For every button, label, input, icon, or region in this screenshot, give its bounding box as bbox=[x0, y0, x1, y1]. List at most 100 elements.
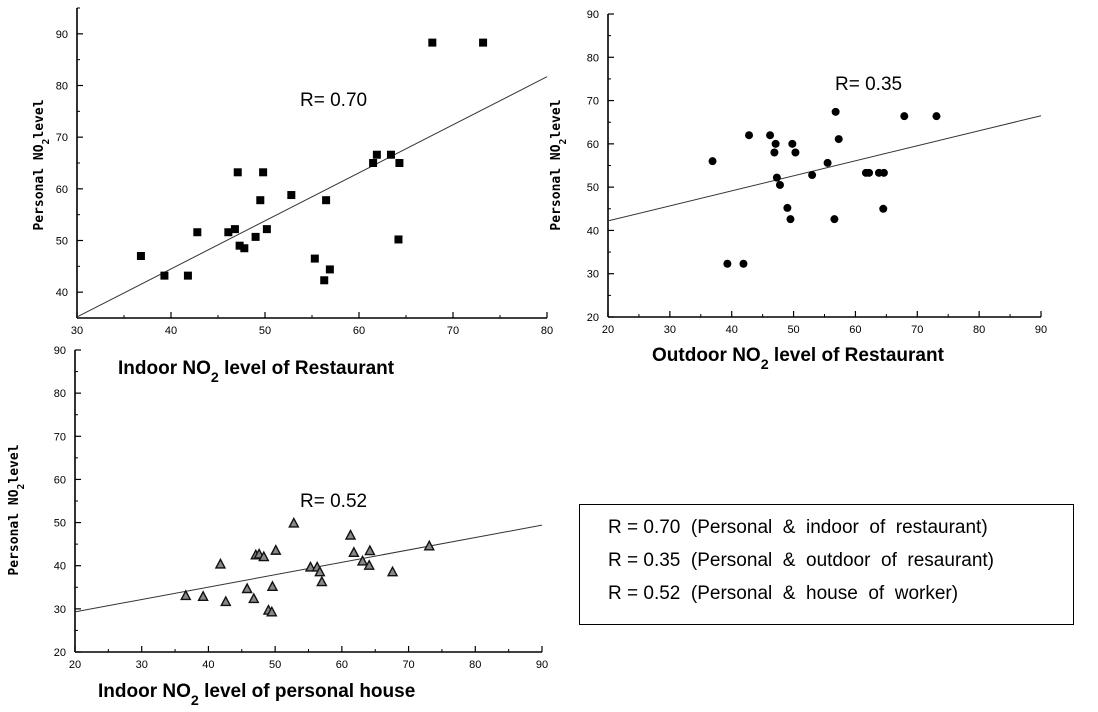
data-point-square bbox=[320, 276, 329, 285]
data-point-triangle bbox=[220, 595, 232, 607]
data-point-circle bbox=[770, 148, 779, 157]
x-tick-label: 60 bbox=[353, 325, 365, 337]
data-point-square bbox=[325, 265, 334, 274]
y-tick-label: 80 bbox=[56, 81, 68, 93]
x-tick-label: 80 bbox=[541, 325, 553, 337]
data-point-triangle bbox=[270, 544, 282, 555]
y-tick-label: 30 bbox=[54, 604, 66, 616]
legend-entry: R = 0.70 (Personal & indoor of restauran… bbox=[608, 517, 988, 538]
data-point-triangle bbox=[258, 550, 270, 562]
y-axis-title: Personal NO2level bbox=[7, 444, 27, 575]
y-axis-title: Personal NO2level bbox=[32, 99, 52, 230]
data-point-triangle bbox=[386, 565, 399, 577]
x-tick-label: 80 bbox=[469, 659, 481, 671]
data-point-triangle bbox=[288, 516, 300, 528]
y-tick-label: 60 bbox=[56, 184, 68, 196]
x-tick-label: 50 bbox=[787, 324, 799, 336]
legend-entry: R = 0.52 (Personal & house of worker) bbox=[608, 583, 959, 604]
correlation-annotation: R= 0.52 bbox=[300, 491, 367, 512]
data-point-triangle bbox=[344, 529, 357, 540]
data-point-triangle bbox=[180, 589, 192, 601]
y-tick-label: 60 bbox=[587, 139, 599, 151]
y-tick-label: 40 bbox=[587, 225, 599, 237]
data-point-square bbox=[372, 150, 381, 159]
data-point-square bbox=[322, 196, 331, 205]
x-tick-label: 40 bbox=[202, 659, 214, 671]
data-point-circle bbox=[823, 158, 832, 167]
data-point-circle bbox=[708, 157, 717, 166]
data-point-triangle bbox=[197, 590, 209, 601]
x-tick-label: 50 bbox=[259, 325, 271, 337]
data-point-square bbox=[369, 159, 378, 167]
data-point-square bbox=[262, 225, 271, 234]
y-tick-label: 80 bbox=[587, 52, 599, 64]
data-point-triangle bbox=[266, 605, 278, 617]
x-tick-label: 20 bbox=[69, 659, 81, 671]
data-point-triangle bbox=[423, 539, 435, 551]
data-point-square bbox=[259, 168, 268, 177]
data-point-circle bbox=[723, 259, 732, 268]
data-point-triangle bbox=[248, 592, 260, 604]
data-point-triangle bbox=[266, 580, 279, 592]
data-point-circle bbox=[834, 135, 843, 144]
data-point-triangle bbox=[214, 557, 227, 569]
y-tick-label: 50 bbox=[56, 236, 68, 248]
y-tick-label: 20 bbox=[587, 312, 599, 324]
data-point-circle bbox=[745, 131, 754, 140]
data-point-circle bbox=[775, 180, 784, 189]
x-tick-label: 60 bbox=[336, 659, 348, 671]
data-point-square bbox=[240, 244, 249, 253]
data-point-triangle bbox=[314, 565, 326, 577]
data-point-triangle bbox=[304, 560, 317, 572]
regression-line bbox=[76, 76, 548, 318]
x-axis-title: Outdoor NO2 level of Restaurant bbox=[652, 345, 945, 373]
data-point-circle bbox=[831, 107, 840, 116]
data-point-circle bbox=[865, 168, 874, 177]
data-point-triangle bbox=[356, 554, 369, 566]
data-point-circle bbox=[830, 215, 839, 224]
data-point-square bbox=[251, 232, 260, 241]
x-tick-label: 70 bbox=[402, 659, 414, 671]
data-point-square bbox=[256, 196, 265, 205]
data-point-circle bbox=[879, 168, 888, 177]
data-point-square bbox=[136, 252, 145, 260]
y-tick-label: 90 bbox=[54, 345, 66, 357]
data-point-square bbox=[224, 228, 233, 237]
y-tick-label: 80 bbox=[54, 388, 66, 400]
data-point-triangle bbox=[364, 544, 376, 556]
x-tick-label: 40 bbox=[165, 325, 177, 337]
data-point-circle bbox=[900, 112, 909, 121]
data-point-circle bbox=[772, 173, 781, 182]
y-tick-label: 50 bbox=[54, 518, 66, 530]
data-point-square bbox=[183, 271, 192, 280]
x-axis-title: Indoor NO2 level of Restaurant bbox=[118, 358, 395, 386]
y-tick-label: 70 bbox=[587, 96, 599, 108]
x-tick-label: 40 bbox=[726, 324, 738, 336]
y-tick-label: 30 bbox=[587, 269, 599, 281]
x-tick-label: 90 bbox=[536, 659, 548, 671]
data-point-square bbox=[233, 168, 242, 177]
correlation-annotation: R= 0.35 bbox=[835, 74, 902, 95]
x-tick-label: 70 bbox=[447, 325, 459, 337]
data-point-triangle bbox=[363, 559, 375, 570]
legend-entry: R = 0.35 (Personal & outdoor of resauran… bbox=[608, 550, 995, 571]
data-point-triangle bbox=[348, 546, 360, 557]
data-point-square bbox=[479, 38, 488, 47]
y-tick-label: 40 bbox=[56, 287, 68, 299]
x-tick-label: 60 bbox=[849, 324, 861, 336]
y-tick-label: 50 bbox=[587, 182, 599, 194]
data-point-square bbox=[310, 254, 319, 263]
y-tick-label: 20 bbox=[54, 647, 66, 659]
data-point-circle bbox=[791, 148, 800, 157]
x-tick-label: 70 bbox=[911, 324, 923, 336]
x-tick-label: 80 bbox=[973, 324, 985, 336]
data-point-circle bbox=[783, 203, 792, 212]
data-point-square bbox=[386, 150, 395, 159]
x-tick-label: 50 bbox=[269, 659, 281, 671]
data-point-square bbox=[428, 38, 437, 47]
data-point-circle bbox=[788, 139, 797, 148]
x-tick-label: 30 bbox=[664, 324, 676, 336]
data-point-circle bbox=[766, 131, 775, 140]
legend-box: R = 0.70 (Personal & indoor of restauran… bbox=[579, 504, 1074, 625]
